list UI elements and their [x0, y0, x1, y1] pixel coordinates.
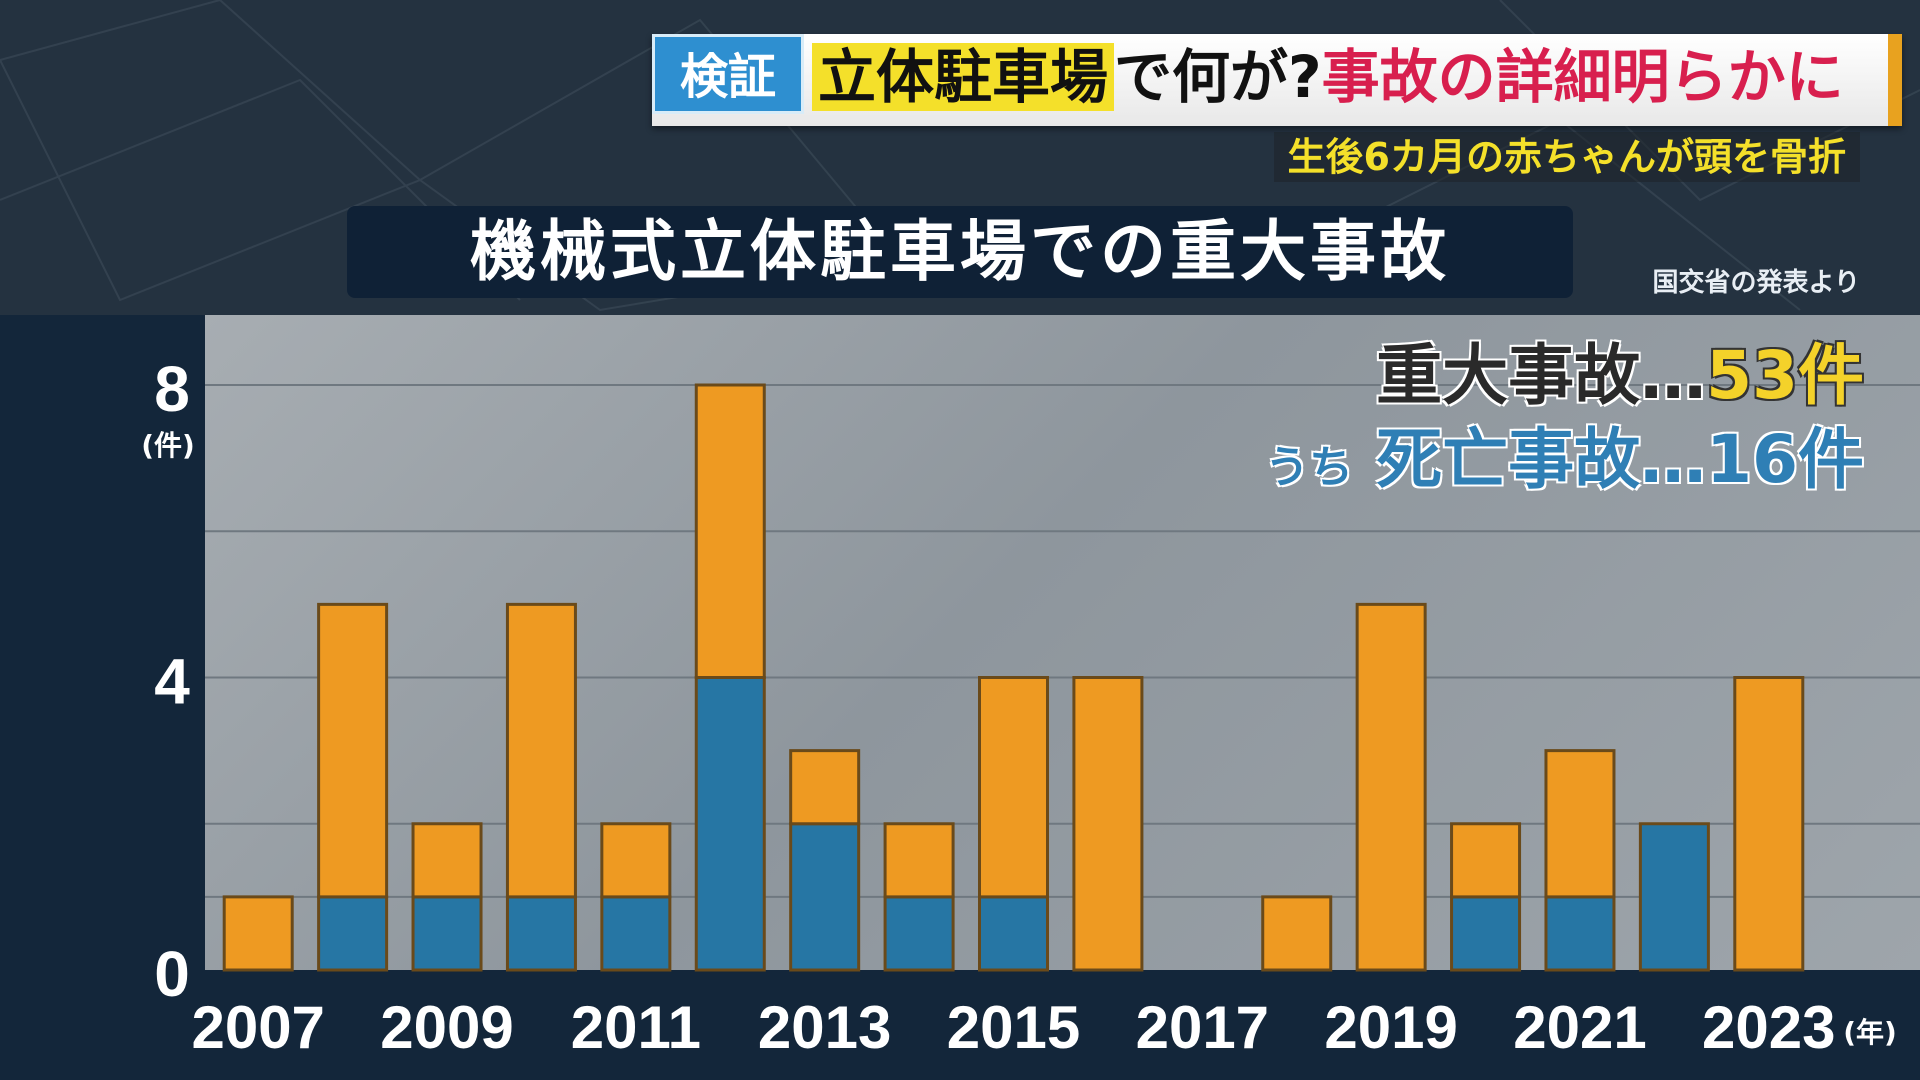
plot-area — [205, 315, 1920, 970]
topic-highlight: 立体駐車場 — [812, 43, 1115, 111]
x-tick-label: 2019 — [1324, 994, 1457, 1061]
summary-fatal-label: 死亡事故… — [1376, 421, 1707, 498]
summary-total: 重大事故…53件 — [1376, 322, 1864, 418]
bar-serious — [883, 822, 955, 899]
x-tick-label: 2021 — [1513, 994, 1646, 1061]
bar-serious — [600, 822, 672, 899]
bar-serious — [1450, 822, 1522, 899]
x-axis-panel — [205, 970, 1920, 1080]
bar-serious — [505, 602, 577, 899]
topic-headline: 立体駐車場 で何が?事故の詳細明らかに — [812, 34, 1844, 120]
x-tick-label: 2017 — [1136, 994, 1269, 1061]
bar-fatal — [789, 822, 861, 972]
y-tick-label: 4 — [154, 646, 190, 718]
x-tick-label: 2009 — [380, 994, 513, 1061]
x-tick-label: 2013 — [758, 994, 891, 1061]
summary-total-value: 53件 — [1706, 337, 1864, 414]
x-tick-label: 2023 — [1702, 994, 1835, 1061]
y-tick-label: 0 — [154, 938, 190, 1010]
bar-fatal — [505, 895, 577, 972]
x-tick-label: 2015 — [947, 994, 1080, 1061]
y-axis-panel — [0, 315, 205, 1080]
subtopic: 生後6カ月の赤ちゃんが頭を骨折 — [1273, 132, 1860, 182]
summary-fatal-prefix: うち — [1265, 442, 1354, 493]
topic-middle: で何が? — [1114, 43, 1322, 111]
summary-total-label: 重大事故… — [1376, 337, 1707, 414]
bar-serious — [1733, 676, 1805, 972]
x-tick-label: 2007 — [191, 994, 324, 1061]
chart-title: 機械式立体駐車場での重大事故 — [470, 213, 1450, 290]
bar-serious — [694, 383, 766, 679]
bar-serious — [1072, 676, 1144, 972]
bar-fatal — [883, 895, 955, 972]
bar-serious — [1544, 749, 1616, 899]
bar-fatal — [317, 895, 389, 972]
bar-fatal — [1450, 895, 1522, 972]
y-tick-label: 8 — [154, 353, 190, 425]
bar-fatal — [600, 895, 672, 972]
bar-serious — [1261, 895, 1333, 972]
topic-red: 事故の詳細明らかに — [1321, 43, 1844, 111]
bar-serious — [222, 895, 294, 972]
bar-fatal — [978, 895, 1049, 972]
bar-serious — [317, 602, 389, 899]
bar-fatal — [1544, 895, 1616, 972]
x-axis-unit: (年) — [1843, 1016, 1897, 1049]
y-axis-unit: (件) — [141, 429, 195, 462]
bar-fatal — [411, 895, 483, 972]
summary-fatal-value: 16件 — [1706, 421, 1864, 498]
bar-serious — [411, 822, 483, 899]
summary-fatal: うち 死亡事故…16件 — [1265, 406, 1864, 502]
chart-title-box — [347, 206, 1573, 298]
bar-serious — [1355, 602, 1427, 972]
bar-fatal — [1638, 822, 1710, 972]
topic-tag: 検証 — [652, 34, 804, 114]
source-note: 国交省の発表より — [1652, 268, 1860, 298]
bar-serious — [978, 676, 1049, 899]
bar-fatal — [694, 676, 766, 972]
x-tick-label: 2011 — [571, 994, 701, 1061]
bar-serious — [789, 749, 861, 826]
